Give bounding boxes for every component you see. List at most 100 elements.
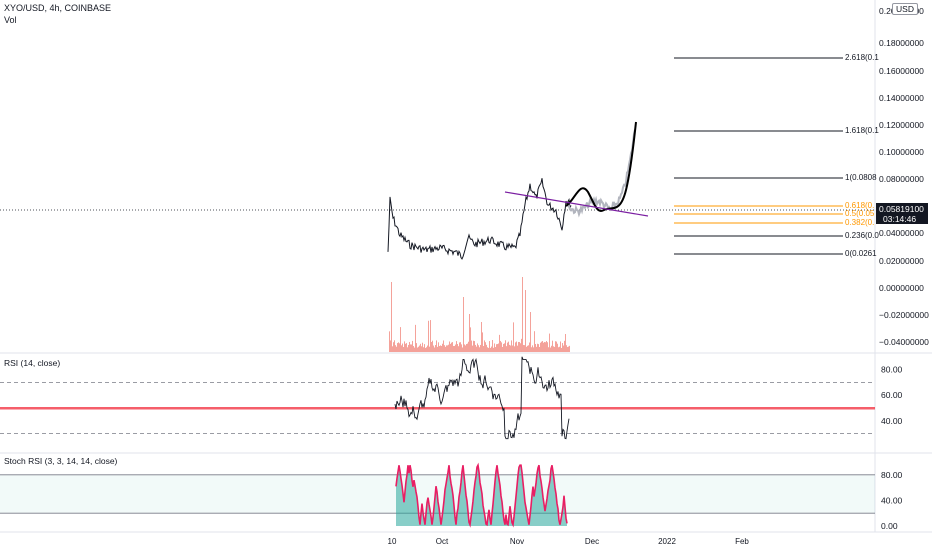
volume-bar: [494, 343, 495, 352]
volume-bar: [530, 312, 531, 352]
volume-bar: [492, 340, 493, 352]
volume-bar: [402, 343, 403, 352]
volume-bar: [561, 347, 562, 352]
volume-bar: [546, 341, 547, 352]
volume-bar: [478, 345, 479, 352]
volume-bar: [569, 345, 570, 352]
volume-bar: [566, 345, 567, 352]
volume-bar: [399, 343, 400, 352]
volume-bar: [408, 344, 409, 352]
stoch-rsi-label[interactable]: Stoch RSI (3, 3, 14, 14, close): [4, 456, 118, 466]
volume-bar: [496, 344, 497, 352]
volume-bar: [563, 345, 564, 352]
volume-bar: [457, 344, 458, 352]
volume-bar: [547, 342, 548, 352]
fib-level-label: 1(0.0808: [845, 173, 877, 182]
volume-bar: [437, 346, 438, 352]
volume-bar: [396, 346, 397, 352]
volume-bar: [479, 347, 480, 352]
price-tick-label: −0.02000000: [879, 310, 929, 320]
volume-bar: [549, 333, 550, 352]
volume-bar: [403, 347, 404, 352]
volume-bar: [518, 341, 519, 352]
volume-bar: [490, 347, 491, 352]
volume-bar: [526, 346, 527, 352]
volume-bar: [515, 342, 516, 352]
price-tick-label: 0.18000000: [879, 38, 924, 48]
volume-bar: [564, 340, 565, 352]
volume-bar: [417, 347, 418, 352]
volume-bar: [441, 345, 442, 352]
volume-bar: [556, 341, 557, 352]
volume-bar: [397, 343, 398, 352]
fib-level-label: 0.236(0.0: [845, 231, 879, 240]
volume-bar: [390, 340, 391, 352]
volume-bar: [449, 341, 450, 352]
volume-bar: [412, 340, 413, 352]
volume-bar: [411, 344, 412, 352]
volume-bar: [495, 347, 496, 352]
volume-bar: [541, 341, 542, 352]
volume-bar: [452, 342, 453, 352]
volume-bar: [525, 290, 526, 352]
volume-bar: [436, 340, 437, 352]
volume-bar: [392, 346, 393, 352]
volume-bar: [482, 332, 483, 352]
volume-bar: [447, 345, 448, 352]
volume-bar: [448, 344, 449, 352]
volume-indicator-label[interactable]: Vol: [4, 15, 17, 25]
volume-bar: [430, 320, 431, 352]
stoch-tick-label: 40.00: [881, 495, 903, 505]
price-tick-label: −0.04000000: [879, 337, 929, 347]
price-tick-label: 0.02000000: [879, 256, 924, 266]
bar-countdown: 03:14:46: [883, 214, 916, 224]
stoch-k-line: [395, 462, 568, 528]
volume-bar: [431, 341, 432, 352]
time-axis-label: 2022: [658, 537, 676, 546]
volume-bar: [540, 342, 541, 352]
volume-bar: [453, 345, 454, 352]
fib-level-label: 2.618(0.1: [845, 53, 879, 62]
price-tick-label: 0.00000000: [879, 283, 924, 293]
volume-bar: [410, 344, 411, 352]
volume-bar: [489, 341, 490, 352]
volume-bar: [414, 347, 415, 352]
volume-bar: [486, 344, 487, 352]
volume-bar: [543, 342, 544, 352]
volume-bar: [511, 340, 512, 352]
volume-bar: [445, 346, 446, 352]
volume-bar: [535, 343, 536, 352]
volume-bar: [524, 345, 525, 352]
price-tick-label: 0.14000000: [879, 93, 924, 103]
volume-bar: [451, 342, 452, 352]
symbol-title[interactable]: XYO/USD, 4h, COINBASE: [4, 3, 112, 13]
volume-bar: [460, 342, 461, 352]
volume-bar: [558, 347, 559, 352]
volume-bar: [507, 342, 508, 352]
volume-bar: [516, 341, 517, 352]
stoch-tick-label: 0.00: [881, 521, 898, 531]
time-axis-label: 10: [388, 537, 397, 546]
volume-bar: [555, 341, 556, 352]
volume-bar: [400, 327, 401, 352]
volume-bar: [491, 346, 492, 352]
volume-bar: [435, 345, 436, 352]
volume-bar: [391, 282, 392, 352]
currency-badge[interactable]: USD: [892, 3, 918, 15]
volume-bar: [413, 346, 414, 352]
stoch-tick-label: 80.00: [881, 470, 903, 480]
volume-bar: [434, 347, 435, 352]
volume-bar: [544, 341, 545, 352]
volume-bar: [501, 342, 502, 352]
rsi-label[interactable]: RSI (14, close): [4, 358, 61, 368]
fib-level-label: 0.618(0.: [845, 201, 874, 210]
volume-bar: [418, 346, 419, 352]
volume-bar: [426, 347, 427, 352]
volume-bar: [420, 343, 421, 352]
volume-bar: [503, 343, 504, 352]
volume-bar: [497, 344, 498, 352]
volume-bar: [522, 277, 523, 352]
fib-level-label: 1.618(0.1: [845, 126, 879, 135]
